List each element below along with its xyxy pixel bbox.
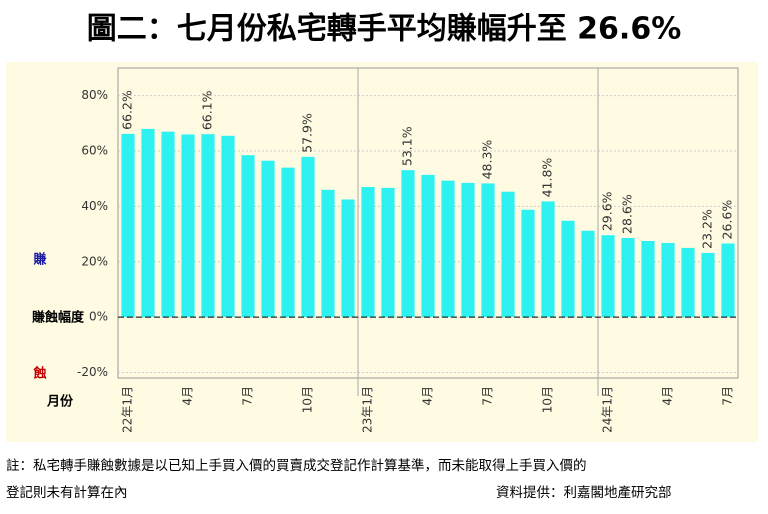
- footnote: 註：私宅轉手賺蝕數據是以已知上手買入價的買賣成交登記作計算基準，而未能取得上手買…: [6, 457, 587, 474]
- bar: [581, 230, 595, 318]
- value-label: 28.6%: [620, 194, 635, 234]
- value-label: 57.9%: [300, 113, 315, 153]
- chart-title: 圖二：七月份私宅轉手平均賺幅升至 26.6%: [87, 12, 682, 47]
- bar: [621, 237, 635, 318]
- gain-label: 賺: [33, 252, 46, 268]
- bar: [401, 170, 415, 318]
- x-tick-label: 7月: [721, 386, 735, 406]
- x-tick-label: 10月: [301, 386, 315, 413]
- x-tick-label: 4月: [181, 386, 195, 406]
- y-tick-label: -20%: [77, 365, 108, 379]
- value-label: 23.2%: [700, 209, 715, 249]
- bar: [501, 191, 515, 318]
- bar: [261, 160, 275, 318]
- y-axis-label: 賺蝕幅度: [32, 310, 85, 326]
- bar: [661, 242, 675, 318]
- bar: [601, 235, 615, 318]
- bar: [721, 243, 735, 318]
- value-label: 26.6%: [720, 200, 735, 240]
- bar: [241, 155, 255, 318]
- bar: [481, 183, 495, 318]
- x-axis-label: 月份: [46, 394, 74, 410]
- y-tick-label: 80%: [81, 88, 108, 102]
- bar: [681, 247, 695, 318]
- bar: [381, 187, 395, 318]
- x-tick-label: 4月: [661, 386, 675, 406]
- bar: [641, 240, 655, 318]
- x-tick-label: 7月: [481, 386, 495, 406]
- bar: [161, 131, 175, 318]
- bar: [361, 187, 375, 318]
- value-label: 66.2%: [120, 90, 135, 130]
- bar: [181, 134, 195, 318]
- bar: [121, 133, 135, 318]
- loss-label: 蝕: [32, 366, 46, 382]
- bar: [441, 180, 455, 318]
- x-tick-label: 24年1月: [601, 386, 615, 433]
- x-tick-label: 10月: [541, 386, 555, 413]
- y-tick-label: 60%: [81, 144, 108, 158]
- bar: [461, 182, 475, 318]
- x-tick-label: 7月: [241, 386, 255, 406]
- value-label: 48.3%: [480, 140, 495, 180]
- x-tick-label: 23年1月: [361, 386, 375, 433]
- bar: [341, 199, 355, 318]
- bar: [521, 209, 535, 318]
- y-tick-label: 40%: [81, 199, 108, 213]
- bar: [321, 189, 335, 318]
- source: 資料提供：利嘉閣地產研究部: [496, 484, 672, 501]
- value-label: 29.6%: [600, 191, 615, 231]
- bar: [301, 156, 315, 318]
- footnote: 登記則未有計算在內: [6, 484, 128, 501]
- value-label: 41.8%: [540, 158, 555, 198]
- bar: [541, 201, 555, 318]
- bar: [141, 128, 155, 318]
- bar: [221, 135, 235, 318]
- bar: [201, 134, 215, 318]
- value-label: 66.1%: [200, 90, 215, 130]
- bar: [701, 252, 715, 318]
- bar: [421, 174, 435, 318]
- bar: [281, 167, 295, 318]
- value-label: 53.1%: [400, 126, 415, 166]
- y-tick-label: 0%: [89, 310, 108, 324]
- bar: [561, 220, 575, 318]
- x-tick-label: 22年1月: [121, 386, 135, 433]
- x-tick-label: 4月: [421, 386, 435, 406]
- y-tick-label: 20%: [81, 254, 108, 268]
